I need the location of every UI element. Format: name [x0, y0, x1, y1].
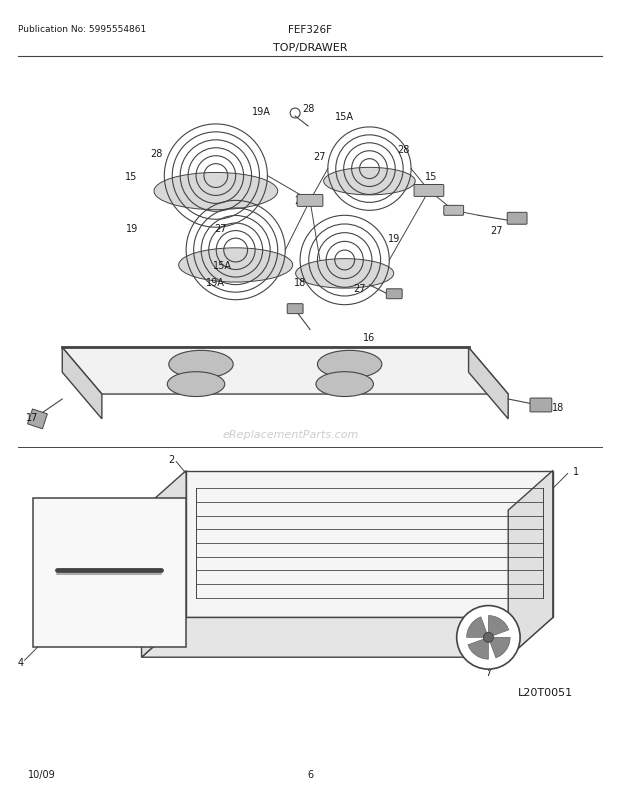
Text: 15: 15: [425, 172, 437, 181]
Circle shape: [484, 633, 494, 642]
FancyBboxPatch shape: [297, 195, 323, 207]
Text: 7: 7: [485, 667, 492, 677]
Text: 19: 19: [125, 224, 138, 234]
Polygon shape: [62, 348, 102, 419]
Text: L20T0051: L20T0051: [518, 687, 574, 697]
Ellipse shape: [316, 372, 373, 397]
Polygon shape: [141, 618, 553, 658]
Text: 27: 27: [490, 226, 503, 236]
Polygon shape: [467, 617, 489, 638]
Text: 18: 18: [294, 277, 306, 287]
Text: 28: 28: [294, 196, 306, 206]
Text: 2: 2: [168, 454, 174, 464]
FancyBboxPatch shape: [386, 290, 402, 299]
Ellipse shape: [167, 372, 225, 397]
Text: 10/09: 10/09: [27, 769, 55, 780]
Polygon shape: [141, 471, 186, 658]
Ellipse shape: [324, 168, 415, 196]
Text: TOP/DRAWER: TOP/DRAWER: [273, 43, 347, 52]
Text: 1: 1: [573, 466, 578, 476]
Text: 6: 6: [307, 769, 313, 780]
Text: 27: 27: [314, 152, 326, 161]
Ellipse shape: [317, 351, 382, 379]
Text: 4: 4: [17, 658, 24, 667]
FancyBboxPatch shape: [287, 304, 303, 314]
Text: FEF326F: FEF326F: [288, 25, 332, 34]
FancyBboxPatch shape: [530, 399, 552, 412]
Polygon shape: [62, 348, 508, 395]
Text: 19A: 19A: [252, 107, 270, 117]
FancyBboxPatch shape: [414, 185, 444, 197]
Polygon shape: [186, 471, 553, 618]
Polygon shape: [468, 638, 489, 659]
Ellipse shape: [154, 173, 278, 210]
Text: 19: 19: [388, 234, 401, 244]
Text: Publication No: 5995554861: Publication No: 5995554861: [17, 25, 146, 34]
Polygon shape: [508, 471, 553, 658]
Circle shape: [457, 606, 520, 670]
Ellipse shape: [296, 259, 394, 289]
Text: 27: 27: [215, 224, 227, 234]
Ellipse shape: [169, 351, 233, 379]
Text: 27: 27: [353, 283, 366, 294]
Text: 19A: 19A: [206, 277, 225, 287]
Text: 17: 17: [26, 412, 38, 423]
Text: 15: 15: [125, 172, 138, 181]
Ellipse shape: [179, 249, 293, 283]
Polygon shape: [489, 638, 510, 658]
Polygon shape: [469, 348, 508, 419]
Text: 15A: 15A: [335, 111, 354, 122]
Text: 28: 28: [150, 148, 162, 159]
Text: 28: 28: [302, 104, 314, 114]
FancyBboxPatch shape: [444, 206, 464, 216]
Text: eReplacementParts.com: eReplacementParts.com: [222, 429, 358, 439]
Text: 16: 16: [363, 333, 376, 343]
Polygon shape: [27, 410, 47, 429]
Text: 15A: 15A: [213, 261, 232, 270]
Text: 28: 28: [397, 144, 409, 155]
Polygon shape: [489, 616, 509, 638]
Text: 18: 18: [552, 403, 564, 412]
FancyBboxPatch shape: [507, 213, 527, 225]
Polygon shape: [32, 499, 186, 647]
